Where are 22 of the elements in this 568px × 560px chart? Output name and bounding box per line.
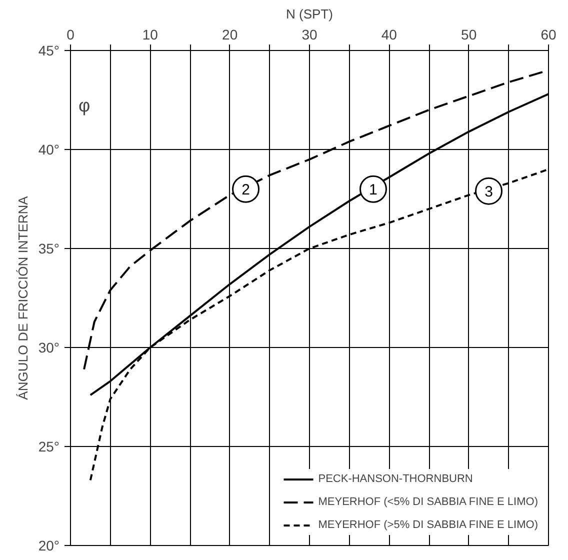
annotation: 1 bbox=[369, 182, 378, 199]
annotation: 3 bbox=[484, 184, 493, 201]
annotation: φ bbox=[78, 96, 90, 116]
legend-label: PECK-HANSON-THORNBURN bbox=[318, 473, 473, 485]
annotation: 2 bbox=[242, 182, 250, 199]
y-tick-label: 40° bbox=[38, 142, 60, 158]
x-tick-label: 0 bbox=[66, 26, 75, 42]
y-tick-label: 35° bbox=[38, 240, 60, 256]
y-tick-label: 45° bbox=[38, 42, 60, 58]
legend-label: MEYERHOF (>5% DI SABBIA FINE E LIMO) bbox=[318, 519, 538, 531]
y-axis-title: ÁNGULO DE FRICCIÓN INTERNA bbox=[15, 196, 30, 400]
y-tick-label: 20° bbox=[38, 538, 60, 554]
x-tick-label: 60 bbox=[540, 26, 556, 42]
x-tick-label: 40 bbox=[381, 26, 398, 42]
x-tick-label: 10 bbox=[142, 26, 158, 42]
x-axis-title: N (SPT) bbox=[286, 6, 333, 22]
y-tick-label: 25° bbox=[38, 438, 60, 454]
y-tick-label: 30° bbox=[38, 340, 60, 356]
legend-label: MEYERHOF (<5% DI SABBIA FINE E LIMO) bbox=[318, 496, 538, 508]
x-tick-label: 50 bbox=[461, 26, 477, 42]
x-tick-label: 30 bbox=[302, 26, 318, 42]
x-tick-label: 20 bbox=[222, 26, 238, 42]
